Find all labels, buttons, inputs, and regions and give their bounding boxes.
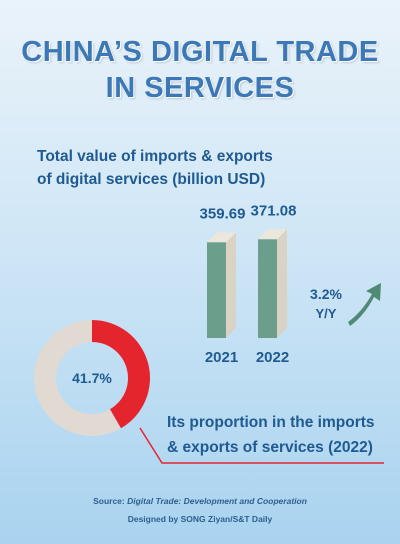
growth-label: Y/Y <box>316 306 337 321</box>
chart-title-line2: IN SERVICES <box>105 72 295 104</box>
donut-slice-rest <box>34 320 121 436</box>
donut-leader-line <box>139 427 384 464</box>
chart-subtitle-line1: Total value of imports & exports <box>37 148 273 165</box>
growth-value: 3.2% <box>310 286 342 302</box>
source-note: Source: Digital Trade: Development and C… <box>0 496 400 506</box>
donut-caption-line1: Its proportion in the imports <box>167 414 375 431</box>
donut-slice-share <box>92 320 151 429</box>
bar-category-label-2021: 2021 <box>205 349 238 366</box>
donut-caption-line2: & exports of services (2022) <box>167 439 373 456</box>
bar-category-label-2022: 2022 <box>256 349 289 366</box>
source-title: Digital Trade: Development and Cooperati… <box>127 496 307 506</box>
chart-title-line1: CHINA’S DIGITAL TRADE <box>21 36 379 68</box>
designer-credit: Designed by SONG Ziyan/S&T Daily <box>127 514 273 524</box>
growth-arrow-icon <box>348 283 381 326</box>
bar-value-label-2021: 359.69 <box>200 205 246 222</box>
bar-2021 <box>207 232 236 338</box>
bar-value-label-2022: 371.08 <box>251 202 297 219</box>
chart-subtitle-line2: of digital services (billion USD) <box>37 171 266 188</box>
source-prefix: Source: <box>93 496 125 506</box>
bar-2022 <box>258 229 287 338</box>
donut-center-label: 41.7% <box>72 370 112 386</box>
